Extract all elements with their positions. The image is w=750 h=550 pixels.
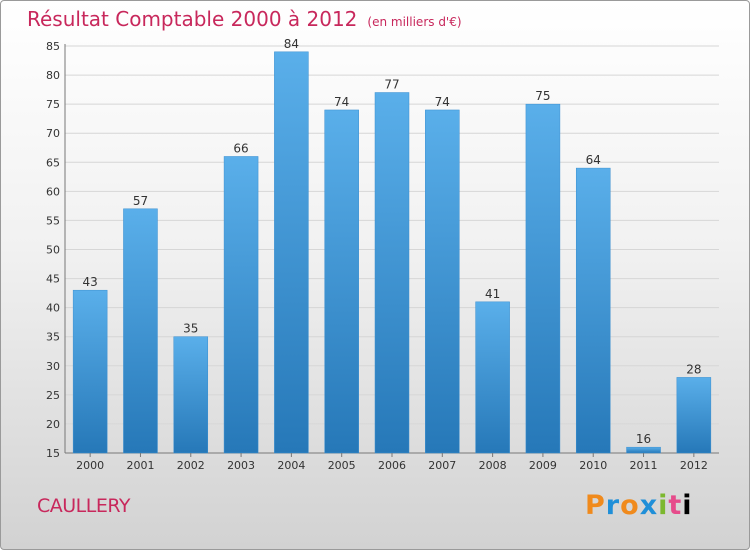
chart-subtitle: (en milliers d'€)	[367, 15, 462, 29]
y-tick-label: 70	[46, 127, 60, 140]
bar-2009	[525, 103, 561, 454]
y-tick-label: 85	[46, 40, 60, 53]
y-tick-labels: 15 20 25 30 35 40 45 50 55 60 65 70 75 80 85	[46, 40, 60, 460]
chart-title-text: Résultat Comptable 2000 à 2012	[27, 7, 358, 31]
x-tick-label: 2001	[126, 459, 154, 472]
bar-2010	[575, 167, 611, 454]
y-tick-label: 60	[46, 185, 60, 198]
y-tick-label: 50	[46, 244, 60, 257]
y-tick-label: 40	[46, 302, 60, 315]
y-tick-label: 20	[46, 418, 60, 431]
data-label: 74	[334, 95, 349, 109]
y-tick-label: 55	[46, 214, 60, 227]
bar-2000	[72, 289, 108, 454]
bar-2003	[223, 156, 259, 454]
data-label: 43	[83, 275, 98, 289]
bar-2004	[274, 51, 309, 454]
x-tick-label: 2000	[76, 459, 104, 472]
x-tick-labels: 2000 2001 2002 2003 2004 2005 2006 2007 2008 2009…	[76, 453, 708, 472]
logo-letter: i	[658, 490, 669, 521]
y-tick-label: 65	[46, 156, 60, 169]
x-tick-label: 2011	[630, 459, 658, 472]
logo-letter: i	[682, 490, 693, 521]
data-label: 77	[384, 78, 399, 92]
data-label: 75	[535, 89, 550, 103]
data-label: 64	[586, 153, 601, 167]
bars	[72, 51, 712, 454]
bar-2008	[475, 301, 510, 454]
logo-letter: t	[668, 490, 683, 521]
bar-2002	[173, 336, 209, 454]
logo-letter: r	[605, 490, 621, 521]
data-label: 35	[183, 322, 198, 336]
y-tick-label: 15	[46, 447, 60, 460]
y-tick-label: 45	[46, 273, 60, 286]
logo-letter: P	[585, 490, 606, 521]
y-tick-label: 30	[46, 360, 60, 373]
y-tick-label: 75	[46, 98, 60, 111]
x-tick-label: 2007	[428, 459, 456, 472]
chart-title: Résultat Comptable 2000 à 2012 (en millie…	[27, 7, 462, 31]
logo-letter: o	[620, 490, 640, 521]
logo-letter: x	[639, 490, 659, 521]
bar-2012	[676, 377, 712, 454]
bar-2011	[626, 446, 661, 454]
x-tick-label: 2006	[378, 459, 406, 472]
y-tick-label: 25	[46, 389, 60, 402]
data-label: 16	[636, 432, 651, 446]
data-label: 74	[435, 95, 450, 109]
x-tick-label: 2004	[277, 459, 305, 472]
x-tick-label: 2002	[177, 459, 205, 472]
bar-2005	[324, 109, 359, 454]
commune-name: CAULLERY	[37, 495, 130, 517]
bar-2007	[425, 109, 460, 454]
x-tick-label: 2008	[479, 459, 507, 472]
x-tick-label: 2003	[227, 459, 255, 472]
data-label: 66	[233, 141, 248, 155]
data-labels: 43 57 35 66 84 74 77 74 41 75 64 16 28	[83, 37, 702, 446]
y-tick-label: 35	[46, 331, 60, 344]
y-tick-label: 80	[46, 69, 60, 82]
x-tick-label: 2009	[529, 459, 557, 472]
x-tick-label: 2010	[579, 459, 607, 472]
data-label: 41	[485, 287, 500, 301]
data-label: 28	[686, 362, 701, 376]
bar-2001	[123, 208, 158, 454]
x-tick-label: 2005	[328, 459, 356, 472]
bar-2006	[374, 92, 410, 454]
x-tick-label: 2012	[680, 459, 708, 472]
proxiti-logo[interactable]: Proxiti	[585, 490, 693, 521]
data-label: 57	[133, 194, 148, 208]
data-label: 84	[284, 37, 299, 51]
